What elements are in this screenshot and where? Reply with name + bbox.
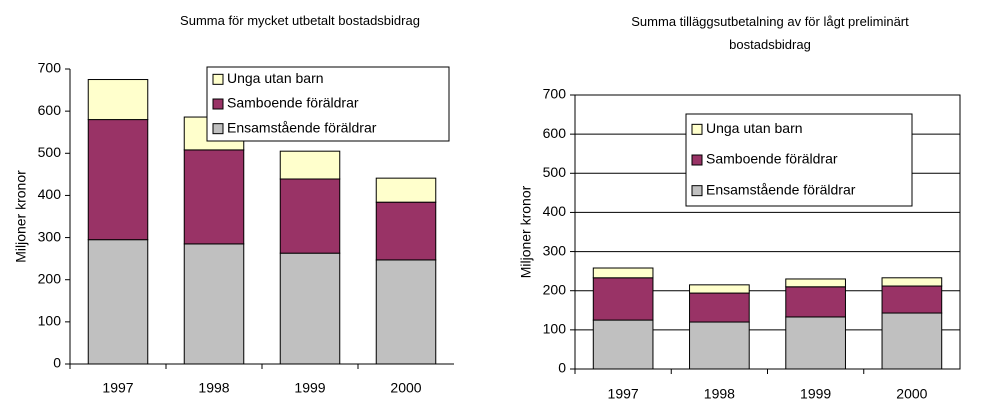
y-tick-label: 500 <box>38 144 62 160</box>
y-axis-label: Miljoner kronor <box>13 170 29 263</box>
legend-label: Unga utan barn <box>706 120 803 136</box>
legend-swatch <box>212 73 224 85</box>
bar-segment <box>183 243 245 365</box>
y-tick-label: 600 <box>543 125 567 141</box>
bar-segment <box>689 321 750 370</box>
x-tick-label: 1999 <box>294 380 325 396</box>
x-tick-label: 2000 <box>390 380 421 396</box>
legend-label: Unga utan barn <box>227 70 324 86</box>
y-tick-label: 300 <box>543 242 567 258</box>
y-tick-label: 500 <box>543 164 567 180</box>
legend-box <box>206 66 450 142</box>
x-tick-label: 1999 <box>800 386 831 401</box>
y-tick-label: 0 <box>558 360 566 376</box>
bar-segment <box>279 252 341 365</box>
y-tick-label: 400 <box>38 186 62 202</box>
y-tick-label: 200 <box>38 270 62 286</box>
bar-segment <box>689 292 750 323</box>
bar-segment <box>375 201 437 261</box>
bar-segment <box>279 178 341 254</box>
bar-segment <box>375 177 437 203</box>
legend-swatch <box>691 154 703 166</box>
chart-title: Summa för mycket utbetalt bostadsbidrag <box>180 13 420 28</box>
x-tick-label: 1997 <box>608 386 639 401</box>
y-axis-label: Miljoner kronor <box>518 185 534 278</box>
x-tick-label: 1997 <box>102 380 133 396</box>
bar-segment <box>689 284 750 294</box>
y-tick-label: 100 <box>38 313 62 329</box>
legend-swatch <box>212 98 224 110</box>
legend-swatch <box>691 185 703 197</box>
chart-title: Summa tilläggsutbetalning av för lågt pr… <box>631 14 909 52</box>
x-tick-label: 1998 <box>198 380 229 396</box>
bar-segment <box>785 278 846 288</box>
y-tick-label: 700 <box>543 86 567 102</box>
bar-segment <box>881 285 943 314</box>
bar-segment <box>279 150 341 180</box>
legend-swatch <box>691 123 703 135</box>
legend-label: Samboende föräldrar <box>227 95 359 111</box>
legend-label: Ensamstående föräldrar <box>706 181 856 197</box>
bar-segment <box>183 149 245 245</box>
bar-segment <box>592 277 654 321</box>
x-tick-label: 1998 <box>704 386 735 401</box>
bar-segment <box>87 239 149 365</box>
y-tick-label: 0 <box>53 355 61 371</box>
bar-segment <box>592 267 654 279</box>
bar-segment <box>375 259 437 365</box>
bar-segment <box>881 277 943 287</box>
legend-box <box>685 113 913 207</box>
y-tick-label: 100 <box>543 321 567 337</box>
bar-segment <box>785 286 846 318</box>
bar-segment <box>87 119 149 241</box>
y-tick-label: 200 <box>543 281 567 297</box>
legend-swatch <box>212 123 224 135</box>
bar-segment <box>87 79 149 121</box>
y-tick-label: 300 <box>38 228 62 244</box>
bar-segment <box>592 319 654 370</box>
bar-segment <box>881 312 943 370</box>
y-tick-label: 400 <box>543 203 567 219</box>
legend-label: Samboende föräldrar <box>706 151 838 167</box>
x-tick-label: 2000 <box>896 386 927 401</box>
y-tick-label: 700 <box>38 60 62 76</box>
y-tick-label: 600 <box>38 102 62 118</box>
bar-segment <box>785 316 846 370</box>
legend-label: Ensamstående föräldrar <box>227 119 377 135</box>
